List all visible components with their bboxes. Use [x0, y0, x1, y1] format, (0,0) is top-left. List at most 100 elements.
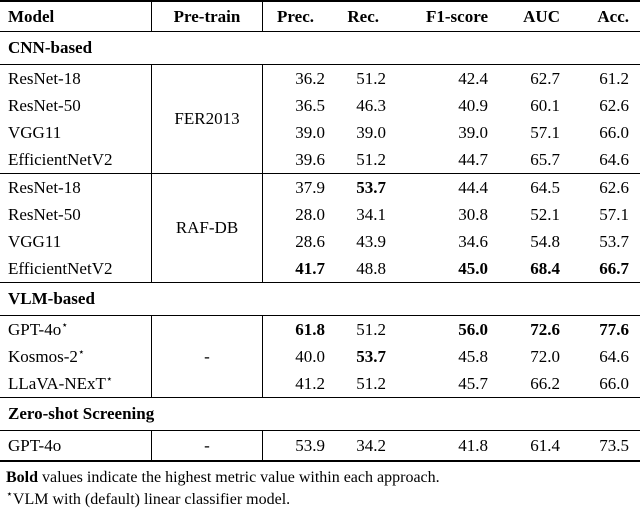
horizontal-rule — [0, 282, 640, 283]
metric-value: 73.5 — [599, 436, 629, 455]
section-header-cnn: CNN-based — [8, 38, 93, 57]
model-name: ResNet-50 — [8, 205, 81, 224]
metric-value: 34.2 — [356, 436, 386, 455]
metric-value: 28.0 — [295, 205, 325, 224]
metric-value: 66.0 — [599, 123, 629, 142]
column-header-accuracy: Acc. — [597, 7, 629, 26]
metric-value: 61.4 — [530, 436, 560, 455]
metric-value: 39.0 — [295, 123, 325, 142]
cnn-rafdb-block: RAF-DB ResNet-18 37.9 53.7 44.4 64.5 62.… — [0, 174, 640, 282]
metric-value: 45.7 — [458, 374, 488, 393]
metric-value: 43.9 — [356, 232, 386, 251]
column-header-f1: F1-score — [426, 7, 488, 26]
metric-value: 41.8 — [458, 436, 488, 455]
horizontal-rule — [0, 315, 640, 316]
model-name: LLaVA-NExT⋆ — [8, 373, 113, 393]
column-header-auc: AUC — [523, 7, 560, 26]
model-name: VGG11 — [8, 123, 62, 142]
metric-value: 72.6 — [530, 320, 560, 339]
metric-value: 53.7 — [356, 347, 386, 366]
footnote-line2-text: VLM with (default) linear classifier mod… — [12, 491, 291, 508]
pretrain-label: - — [151, 431, 263, 460]
zeroshot-block: - GPT-4o 53.9 34.2 41.8 61.4 73.5 — [0, 431, 640, 460]
metric-value: 36.5 — [295, 96, 325, 115]
metric-value: 42.4 — [458, 69, 488, 88]
footnote-line1-text: values indicate the highest metric value… — [38, 469, 440, 486]
model-name: Kosmos-2⋆ — [8, 346, 85, 366]
metric-value: 64.6 — [599, 150, 629, 169]
star-superscript: ⋆ — [61, 319, 69, 332]
horizontal-rule — [0, 64, 640, 65]
horizontal-rule — [0, 397, 640, 398]
metric-value: 57.1 — [530, 123, 560, 142]
footnote-bold-explanation: Bold values indicate the highest metric … — [6, 467, 634, 489]
pretrain-label: RAF-DB — [151, 174, 263, 282]
pretrain-label: FER2013 — [151, 65, 263, 173]
metric-value: 56.0 — [458, 320, 488, 339]
metric-value: 34.6 — [458, 232, 488, 251]
metric-value: 48.8 — [356, 259, 386, 278]
metric-value: 30.8 — [458, 205, 488, 224]
metric-value: 61.8 — [295, 320, 325, 339]
metric-value: 51.2 — [356, 320, 386, 339]
metric-value: 41.7 — [295, 259, 325, 278]
star-icon: ⋆ — [6, 488, 13, 501]
table-header-row: Pre-train Model Prec. Rec. F1-score AUC … — [0, 2, 640, 31]
metric-value: 46.3 — [356, 96, 386, 115]
metric-value: 53.7 — [599, 232, 629, 251]
section-header-zeroshot: Zero-shot Screening — [8, 404, 155, 423]
metric-value: 66.7 — [599, 259, 629, 278]
horizontal-rule — [0, 430, 640, 431]
table-footnotes: Bold values indicate the highest metric … — [0, 462, 640, 511]
bottom-rule — [0, 460, 640, 462]
metric-value: 39.6 — [295, 150, 325, 169]
metric-value: 77.6 — [599, 320, 629, 339]
model-name: GPT-4o⋆ — [8, 319, 69, 339]
star-superscript: ⋆ — [105, 373, 113, 386]
metric-value: 53.9 — [295, 436, 325, 455]
section-header-vlm: VLM-based — [8, 289, 95, 308]
model-name: GPT-4o — [8, 436, 62, 455]
model-name: ResNet-18 — [8, 69, 81, 88]
metric-value: 39.0 — [356, 123, 386, 142]
cnn-fer2013-block: FER2013 ResNet-18 36.2 51.2 42.4 62.7 61… — [0, 65, 640, 173]
metric-value: 53.7 — [356, 178, 386, 197]
star-superscript: ⋆ — [77, 346, 85, 359]
metric-value: 64.5 — [530, 178, 560, 197]
metric-value: 57.1 — [599, 205, 629, 224]
metric-value: 36.2 — [295, 69, 325, 88]
metric-value: 66.2 — [530, 374, 560, 393]
model-name: ResNet-50 — [8, 96, 81, 115]
footnote-star-explanation: ⋆VLM with (default) linear classifier mo… — [6, 489, 634, 511]
metric-value: 44.7 — [458, 150, 488, 169]
metric-value: 62.7 — [530, 69, 560, 88]
metric-value: 51.2 — [356, 150, 386, 169]
metric-value: 34.1 — [356, 205, 386, 224]
metric-value: 65.7 — [530, 150, 560, 169]
metric-value: 28.6 — [295, 232, 325, 251]
metric-value: 64.6 — [599, 347, 629, 366]
model-name: VGG11 — [8, 232, 62, 251]
column-header-precision: Prec. — [277, 7, 314, 26]
model-name: ResNet-18 — [8, 178, 81, 197]
metric-value: 72.0 — [530, 347, 560, 366]
metric-value: 68.4 — [530, 259, 560, 278]
metric-value: 66.0 — [599, 374, 629, 393]
metric-value: 40.9 — [458, 96, 488, 115]
column-header-model: Model — [8, 7, 55, 26]
column-header-recall: Rec. — [347, 7, 379, 26]
metric-value: 37.9 — [295, 178, 325, 197]
metric-value: 39.0 — [458, 123, 488, 142]
metric-value: 40.0 — [295, 347, 325, 366]
metric-value: 62.6 — [599, 96, 629, 115]
metric-value: 41.2 — [295, 374, 325, 393]
metric-value: 45.0 — [458, 259, 488, 278]
model-name: EfficientNetV2 — [8, 150, 113, 169]
top-rule — [0, 0, 640, 2]
metric-value: 54.8 — [530, 232, 560, 251]
metric-value: 51.2 — [356, 374, 386, 393]
model-name: EfficientNetV2 — [8, 259, 113, 278]
vlm-block: - GPT-4o⋆ 61.8 51.2 56.0 72.6 77.6 Kosmo… — [0, 316, 640, 397]
column-header-pretrain: Pre-train — [151, 2, 263, 31]
